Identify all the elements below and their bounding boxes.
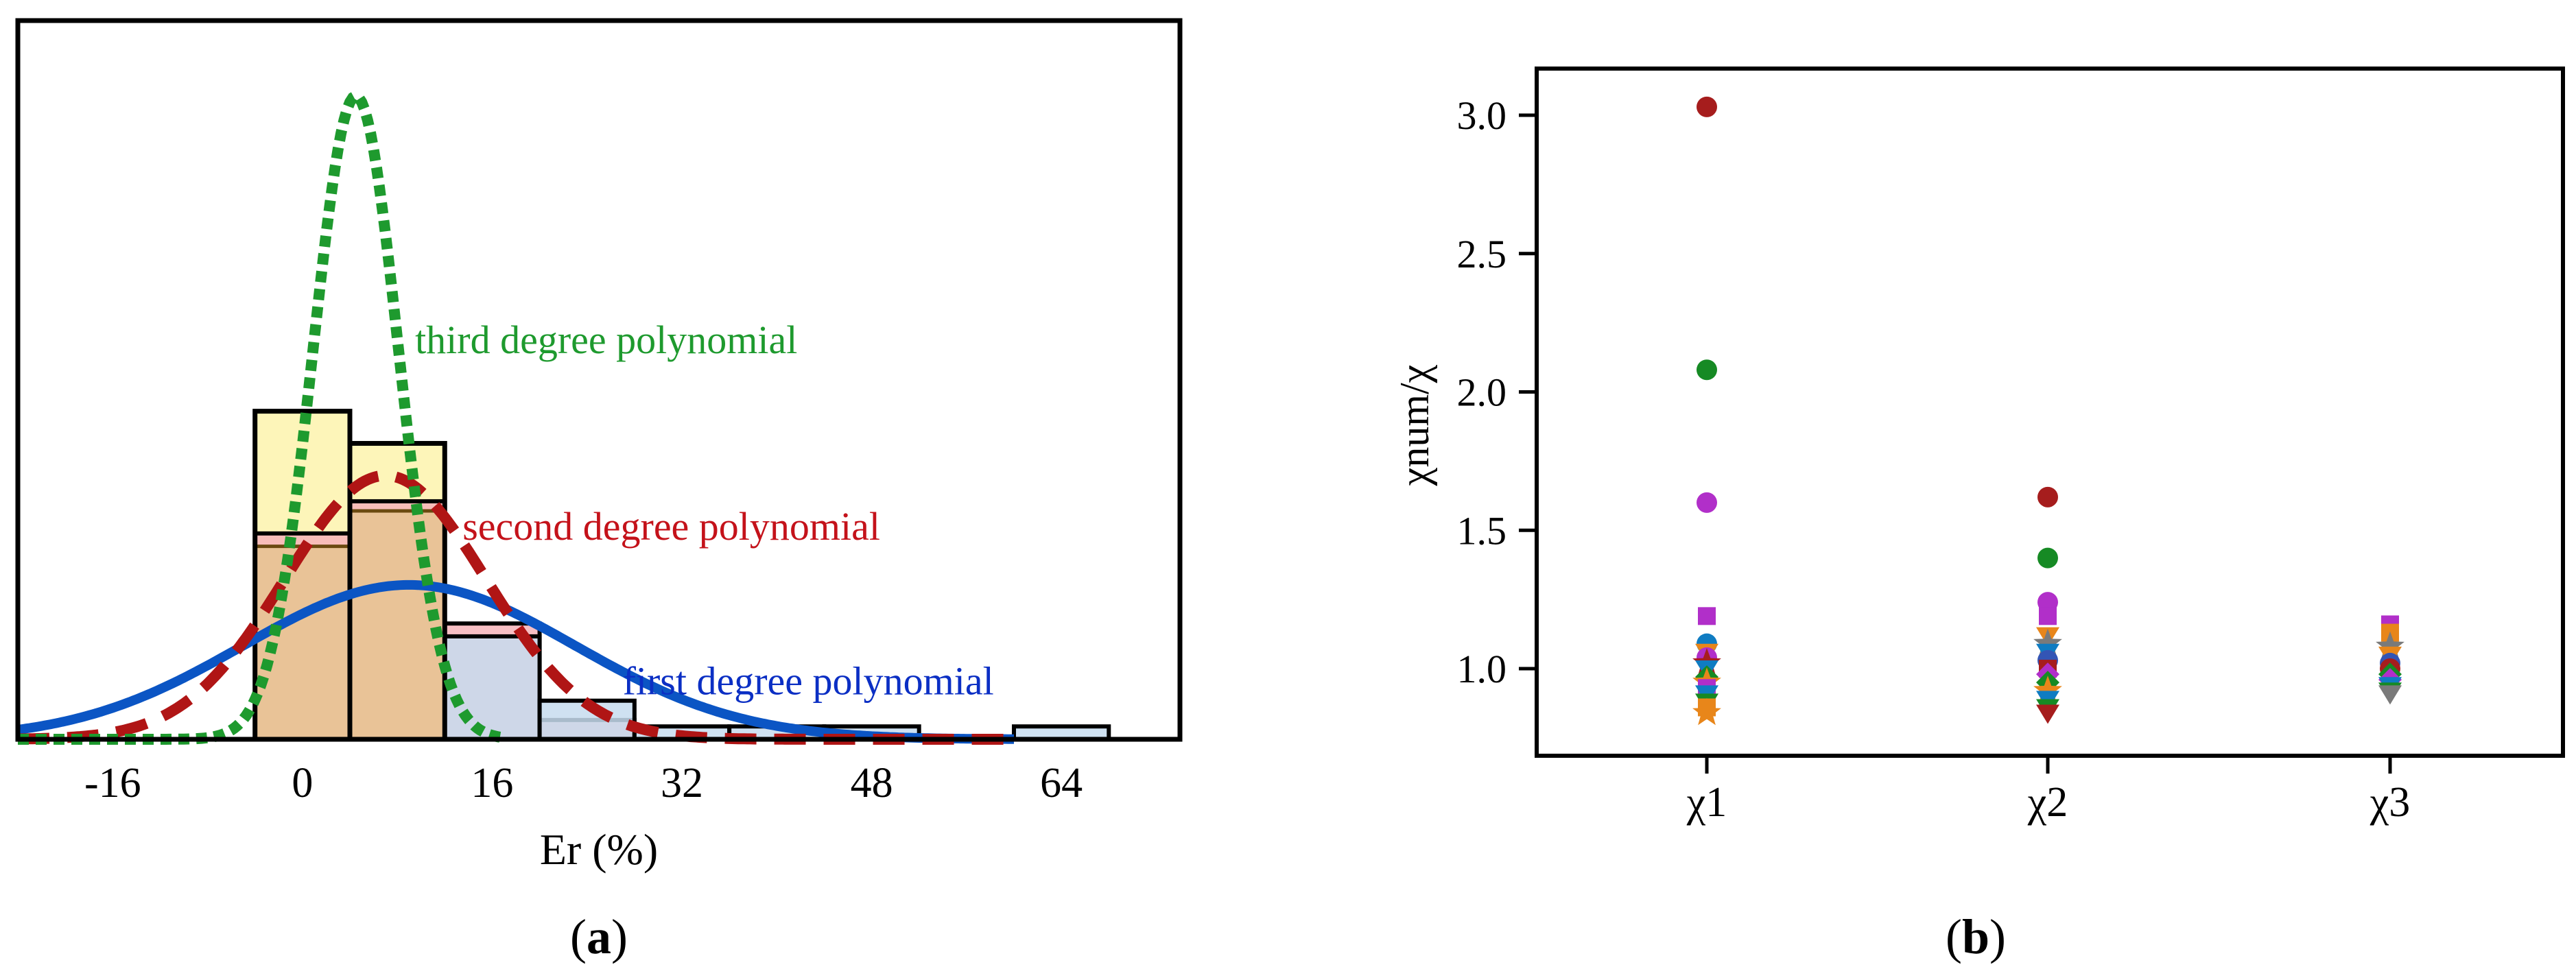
- panel-b-x-ticks: χ1 χ2 χ3: [1686, 756, 2411, 826]
- x-tick-label-3: χ3: [2370, 779, 2411, 826]
- panel-a-plot-frame: [15, 18, 1183, 742]
- panel-a-bars: [252, 409, 1111, 742]
- x-tick-label-16: 16: [471, 760, 513, 806]
- point-chi1-15: [1692, 697, 1721, 726]
- y-tick-label-2.0: 2.0: [1457, 370, 1507, 415]
- point-chi1-2: [1697, 492, 1717, 513]
- panel-a-curve-labels: first degree polynomial second degree pol…: [415, 318, 994, 703]
- y-tick-label-1.5: 1.5: [1457, 508, 1507, 553]
- panel-a-histogram: -16 0 16 32 48 64 first degree polynomial seco…: [15, 18, 1183, 964]
- panel-b-scatter: 1.0 1.5 2.0 2.5 3.0 χ1 χ2 χ3 χnum/χ (b): [1392, 67, 2565, 964]
- x-tick-label-0: 0: [292, 760, 313, 806]
- x-tick-label-1: χ1: [1686, 779, 1727, 826]
- curve-label-first-degree-polynomial: first degree polynomial: [623, 658, 994, 703]
- point-chi2-27: [2033, 676, 2062, 704]
- panel-a-x-ticks: -16 0 16 32 48 64: [84, 760, 1083, 806]
- panel-b-label: (b): [1946, 909, 2006, 964]
- panel-a-x-axis-title: Er (%): [540, 825, 658, 874]
- point-chi1-0: [1697, 96, 1717, 117]
- x-tick-label-32: 32: [661, 760, 703, 806]
- point-chi2-16: [2037, 486, 2058, 507]
- y-tick-label-2.5: 2.5: [1457, 232, 1507, 276]
- panel-b-points: [1692, 96, 2404, 726]
- panel-a-plot-background: [18, 21, 1180, 739]
- panel-b-y-axis-title: χnum/χ: [1392, 364, 1437, 486]
- panel-a-label: (a): [570, 909, 628, 964]
- x-tick-label-2: χ2: [2027, 779, 2068, 826]
- y-tick-label-1.0: 1.0: [1457, 647, 1507, 691]
- point-chi3-33: [2376, 631, 2404, 659]
- point-chi2-30: [2036, 704, 2059, 724]
- point-chi2-19: [2039, 607, 2057, 625]
- panel-b-plot-frame: [1535, 67, 2565, 758]
- x-tick-label-48: 48: [851, 760, 893, 806]
- histogram-overlap-band-1: [350, 511, 445, 739]
- point-chi2-21: [2033, 628, 2062, 656]
- point-chi2-17: [2037, 547, 2058, 569]
- point-chi1-1: [1697, 359, 1717, 381]
- point-chi3-41: [2378, 685, 2402, 705]
- x-tick-label-64: 64: [1040, 760, 1083, 806]
- y-tick-label-3.0: 3.0: [1457, 93, 1507, 138]
- curve-label-third-degree-polynomial: third degree polynomial: [415, 318, 797, 362]
- x-tick-label--16: -16: [84, 760, 141, 806]
- point-chi1-3: [1698, 607, 1716, 625]
- panel-b-y-ticks: 1.0 1.5 2.0 2.5 3.0: [1457, 93, 1537, 691]
- curve-label-second-degree-polynomial: second degree polynomial: [462, 504, 880, 549]
- histogram-bar-first-degree-polynomial-2: [442, 634, 542, 741]
